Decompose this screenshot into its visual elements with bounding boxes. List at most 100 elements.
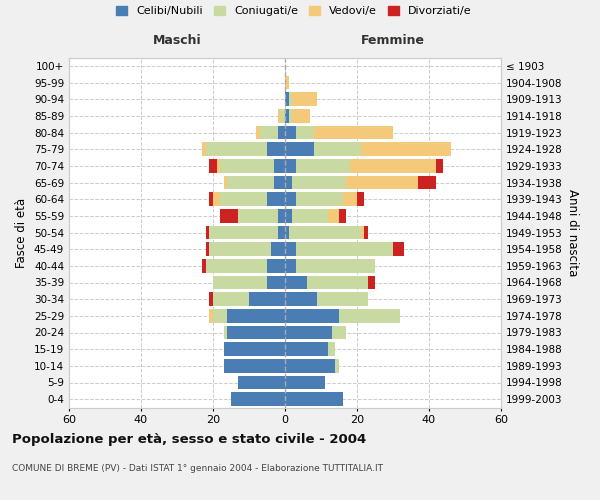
Bar — [343, 192, 357, 206]
Bar — [339, 209, 346, 222]
Bar — [209, 226, 278, 239]
Bar — [292, 92, 317, 106]
Legend: Celibi/Nubili, Coniugati/e, Vedovi/e, Divorziati/e: Celibi/Nubili, Coniugati/e, Vedovi/e, Di… — [116, 6, 472, 16]
Bar — [285, 342, 328, 356]
Bar — [260, 126, 278, 140]
Bar — [217, 159, 220, 172]
Bar — [418, 176, 436, 190]
Bar — [274, 159, 285, 172]
Bar — [206, 259, 267, 272]
Bar — [220, 159, 274, 172]
Bar — [361, 226, 364, 239]
Bar — [289, 226, 361, 239]
Bar — [393, 242, 404, 256]
Bar — [224, 326, 227, 340]
Y-axis label: Anni di nascita: Anni di nascita — [566, 189, 579, 276]
Bar — [224, 176, 227, 190]
Bar — [296, 126, 314, 140]
Bar — [328, 209, 339, 222]
Bar — [289, 92, 292, 106]
Bar — [296, 259, 375, 272]
Bar — [278, 209, 285, 222]
Bar — [267, 142, 285, 156]
Bar — [224, 342, 285, 356]
Bar — [213, 292, 249, 306]
Bar — [285, 259, 296, 272]
Bar — [436, 159, 443, 172]
Bar — [285, 76, 289, 90]
Bar — [206, 142, 267, 156]
Bar — [271, 242, 285, 256]
Bar — [220, 192, 267, 206]
Bar — [267, 192, 285, 206]
Bar — [281, 109, 285, 122]
Bar — [285, 376, 325, 390]
Bar — [256, 126, 260, 140]
Bar — [209, 309, 213, 322]
Bar — [267, 276, 285, 289]
Bar — [317, 292, 368, 306]
Bar — [202, 142, 206, 156]
Bar — [278, 126, 285, 140]
Bar — [364, 226, 368, 239]
Bar — [292, 209, 328, 222]
Bar — [285, 159, 296, 172]
Bar — [285, 176, 292, 190]
Bar — [206, 242, 209, 256]
Bar — [339, 309, 400, 322]
Bar — [274, 176, 285, 190]
Bar — [332, 326, 346, 340]
Bar — [209, 192, 213, 206]
Bar — [285, 242, 296, 256]
Bar — [202, 259, 206, 272]
Bar — [213, 192, 220, 206]
Text: Popolazione per età, sesso e stato civile - 2004: Popolazione per età, sesso e stato civil… — [12, 432, 366, 446]
Bar — [227, 176, 274, 190]
Text: Femmine: Femmine — [361, 34, 425, 46]
Bar — [296, 242, 393, 256]
Bar — [285, 226, 289, 239]
Bar — [335, 359, 339, 372]
Bar — [285, 192, 296, 206]
Bar — [224, 359, 285, 372]
Bar — [285, 276, 307, 289]
Bar — [285, 92, 289, 106]
Bar — [296, 192, 343, 206]
Bar — [296, 159, 350, 172]
Text: COMUNE DI BREME (PV) - Dati ISTAT 1° gennaio 2004 - Elaborazione TUTTITALIA.IT: COMUNE DI BREME (PV) - Dati ISTAT 1° gen… — [12, 464, 383, 473]
Bar — [285, 142, 314, 156]
Bar — [328, 342, 335, 356]
Bar — [209, 242, 271, 256]
Bar — [361, 142, 451, 156]
Bar — [285, 309, 339, 322]
Bar — [209, 159, 217, 172]
Bar — [278, 109, 281, 122]
Bar — [292, 176, 346, 190]
Bar — [209, 292, 213, 306]
Bar — [220, 209, 238, 222]
Bar — [267, 259, 285, 272]
Bar — [213, 276, 267, 289]
Bar — [227, 309, 285, 322]
Bar — [346, 176, 418, 190]
Bar — [285, 109, 289, 122]
Bar — [238, 209, 278, 222]
Bar — [206, 226, 209, 239]
Bar — [292, 109, 310, 122]
Bar — [314, 142, 361, 156]
Bar — [231, 392, 285, 406]
Bar — [285, 326, 332, 340]
Bar — [285, 126, 296, 140]
Bar — [350, 159, 436, 172]
Bar — [368, 276, 375, 289]
Bar — [285, 359, 335, 372]
Bar — [249, 292, 285, 306]
Bar — [238, 376, 285, 390]
Bar — [307, 276, 368, 289]
Bar — [285, 292, 317, 306]
Bar — [314, 126, 393, 140]
Text: Maschi: Maschi — [152, 34, 202, 46]
Bar — [213, 309, 227, 322]
Bar — [285, 392, 343, 406]
Bar — [289, 109, 292, 122]
